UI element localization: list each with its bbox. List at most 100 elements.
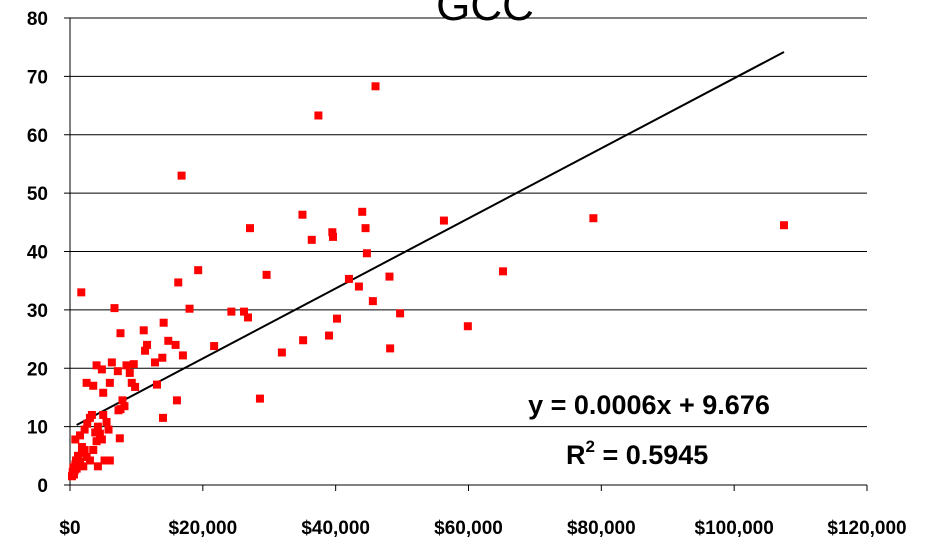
data-point xyxy=(77,443,86,452)
data-point xyxy=(240,307,249,316)
data-point xyxy=(178,351,187,360)
trendline-group xyxy=(76,51,785,426)
data-point xyxy=(262,270,271,279)
r-squared-letter: R xyxy=(566,440,586,470)
data-point xyxy=(361,224,370,233)
data-point xyxy=(75,457,84,466)
data-point xyxy=(92,361,101,370)
data-point xyxy=(93,422,102,431)
data-point xyxy=(110,304,119,313)
data-point xyxy=(80,425,89,434)
y-tick-label: 50 xyxy=(27,184,48,205)
data-point xyxy=(71,435,80,444)
y-tick-label: 40 xyxy=(27,243,48,264)
data-point xyxy=(779,221,788,230)
data-point xyxy=(82,378,91,387)
data-point xyxy=(97,365,106,374)
data-point xyxy=(118,396,127,405)
data-point xyxy=(71,460,80,469)
y-tick-label: 70 xyxy=(27,67,48,88)
data-point xyxy=(120,402,129,411)
data-point xyxy=(227,307,236,316)
data-point xyxy=(100,456,109,465)
data-point xyxy=(89,445,98,454)
data-point xyxy=(159,318,168,327)
data-point xyxy=(127,378,136,387)
data-point xyxy=(113,367,122,376)
data-point xyxy=(102,417,111,426)
data-point xyxy=(99,388,108,397)
data-point xyxy=(439,216,448,225)
x-tick-label: $120,000 xyxy=(827,518,906,539)
data-point xyxy=(194,266,203,275)
data-point xyxy=(344,274,353,283)
data-point xyxy=(97,435,106,444)
data-point xyxy=(499,267,508,276)
x-tick-label: $80,000 xyxy=(567,518,636,539)
y-axis-ticks: 0 10 20 30 40 50 60 70 80 xyxy=(27,9,70,497)
data-point xyxy=(171,340,180,349)
data-point xyxy=(143,340,152,349)
data-point xyxy=(299,336,308,345)
data-point xyxy=(329,232,338,241)
data-point xyxy=(104,425,113,434)
data-point xyxy=(92,437,101,446)
data-point xyxy=(85,456,94,465)
data-point xyxy=(77,288,86,297)
data-point xyxy=(91,428,100,437)
data-point xyxy=(83,419,92,428)
data-point xyxy=(255,394,264,403)
data-point xyxy=(107,358,116,367)
data-point xyxy=(158,413,167,422)
gridlines xyxy=(70,17,867,428)
data-point xyxy=(325,331,334,340)
data-point xyxy=(93,462,102,471)
data-point xyxy=(139,326,148,335)
data-point xyxy=(164,336,173,345)
data-points xyxy=(67,82,788,481)
data-point xyxy=(131,382,140,391)
data-point xyxy=(75,431,84,440)
data-point xyxy=(69,470,78,479)
data-point xyxy=(277,348,286,357)
x-tick-label: $0 xyxy=(59,518,80,539)
data-point xyxy=(115,434,124,443)
data-point xyxy=(243,313,252,322)
data-point xyxy=(385,272,394,281)
data-point xyxy=(153,380,162,389)
x-tick-label: $20,000 xyxy=(168,518,237,539)
data-point xyxy=(314,111,323,120)
data-point xyxy=(396,309,405,318)
data-point xyxy=(174,278,183,287)
y-tick-label: 20 xyxy=(27,359,48,380)
data-point xyxy=(125,368,134,377)
y-tick-label: 0 xyxy=(37,476,48,497)
y-tick-label: 30 xyxy=(27,301,48,322)
x-axis-ticks: $0 $20,000 $40,000 $60,000 $80,000 $100,000 $1… xyxy=(59,485,907,539)
data-point xyxy=(386,344,395,353)
y-tick-label: 80 xyxy=(27,9,48,30)
data-point xyxy=(358,207,367,216)
data-point xyxy=(95,429,104,438)
data-point xyxy=(371,82,380,91)
data-point xyxy=(151,358,160,367)
data-point xyxy=(172,396,181,405)
data-point xyxy=(89,381,98,390)
trendline-equation: y = 0.0006x + 9.676 xyxy=(528,390,770,420)
data-point xyxy=(362,249,371,258)
data-point xyxy=(210,342,219,351)
data-point xyxy=(72,464,81,473)
data-point xyxy=(99,410,108,419)
data-point xyxy=(116,329,125,338)
data-point xyxy=(105,456,114,465)
y-tick-label: 60 xyxy=(27,126,48,147)
data-point xyxy=(245,224,254,233)
data-point xyxy=(158,353,167,362)
x-tick-label: $60,000 xyxy=(434,518,503,539)
data-point xyxy=(589,214,598,223)
data-point xyxy=(307,235,316,244)
data-point xyxy=(463,322,472,331)
data-point xyxy=(328,228,337,237)
data-point xyxy=(177,171,186,180)
